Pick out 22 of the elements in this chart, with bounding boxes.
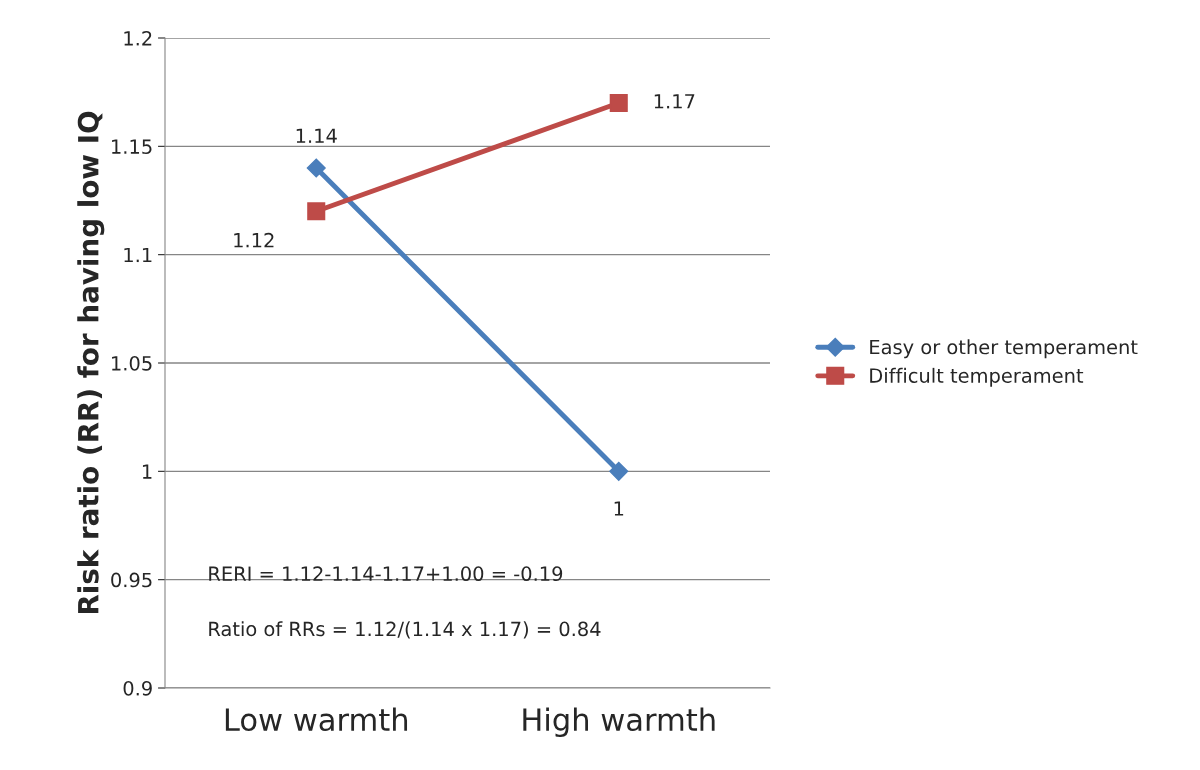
point: [609, 93, 628, 113]
point: [609, 461, 629, 481]
y-tick-label: 1: [142, 464, 152, 479]
point: [306, 158, 326, 178]
y-tick-label: 1.05: [112, 355, 152, 371]
y-tick-label: 1.1: [124, 247, 152, 263]
y-tick-label: 1.2: [124, 30, 152, 46]
y-tick-label: 0.9: [123, 680, 152, 696]
data-label: 1.17: [654, 94, 695, 109]
point: [307, 202, 326, 221]
x-tick-label: Low warmth: [225, 707, 408, 732]
annotation: Ratio of RRs = 1.12/(1.14 x 1.17) = 0.84: [209, 621, 601, 639]
data-label: 1.14: [296, 128, 337, 143]
legend-label: Difficult temperament: [870, 367, 1084, 387]
data-label: 1: [614, 501, 624, 516]
x-tick-label: High warmth: [523, 707, 715, 738]
data-label: 1.12: [234, 232, 274, 248]
legend-label: Easy or other temperament: [870, 339, 1138, 359]
y-tick-label: 0.95: [111, 572, 152, 588]
y-axis-title: Risk ratio (RR) for having low IQ: [77, 111, 105, 614]
y-tick-label: 1.15: [112, 139, 152, 154]
annotation: RERI = 1.12-1.14-1.17+1.00 = -0.19: [209, 566, 563, 582]
